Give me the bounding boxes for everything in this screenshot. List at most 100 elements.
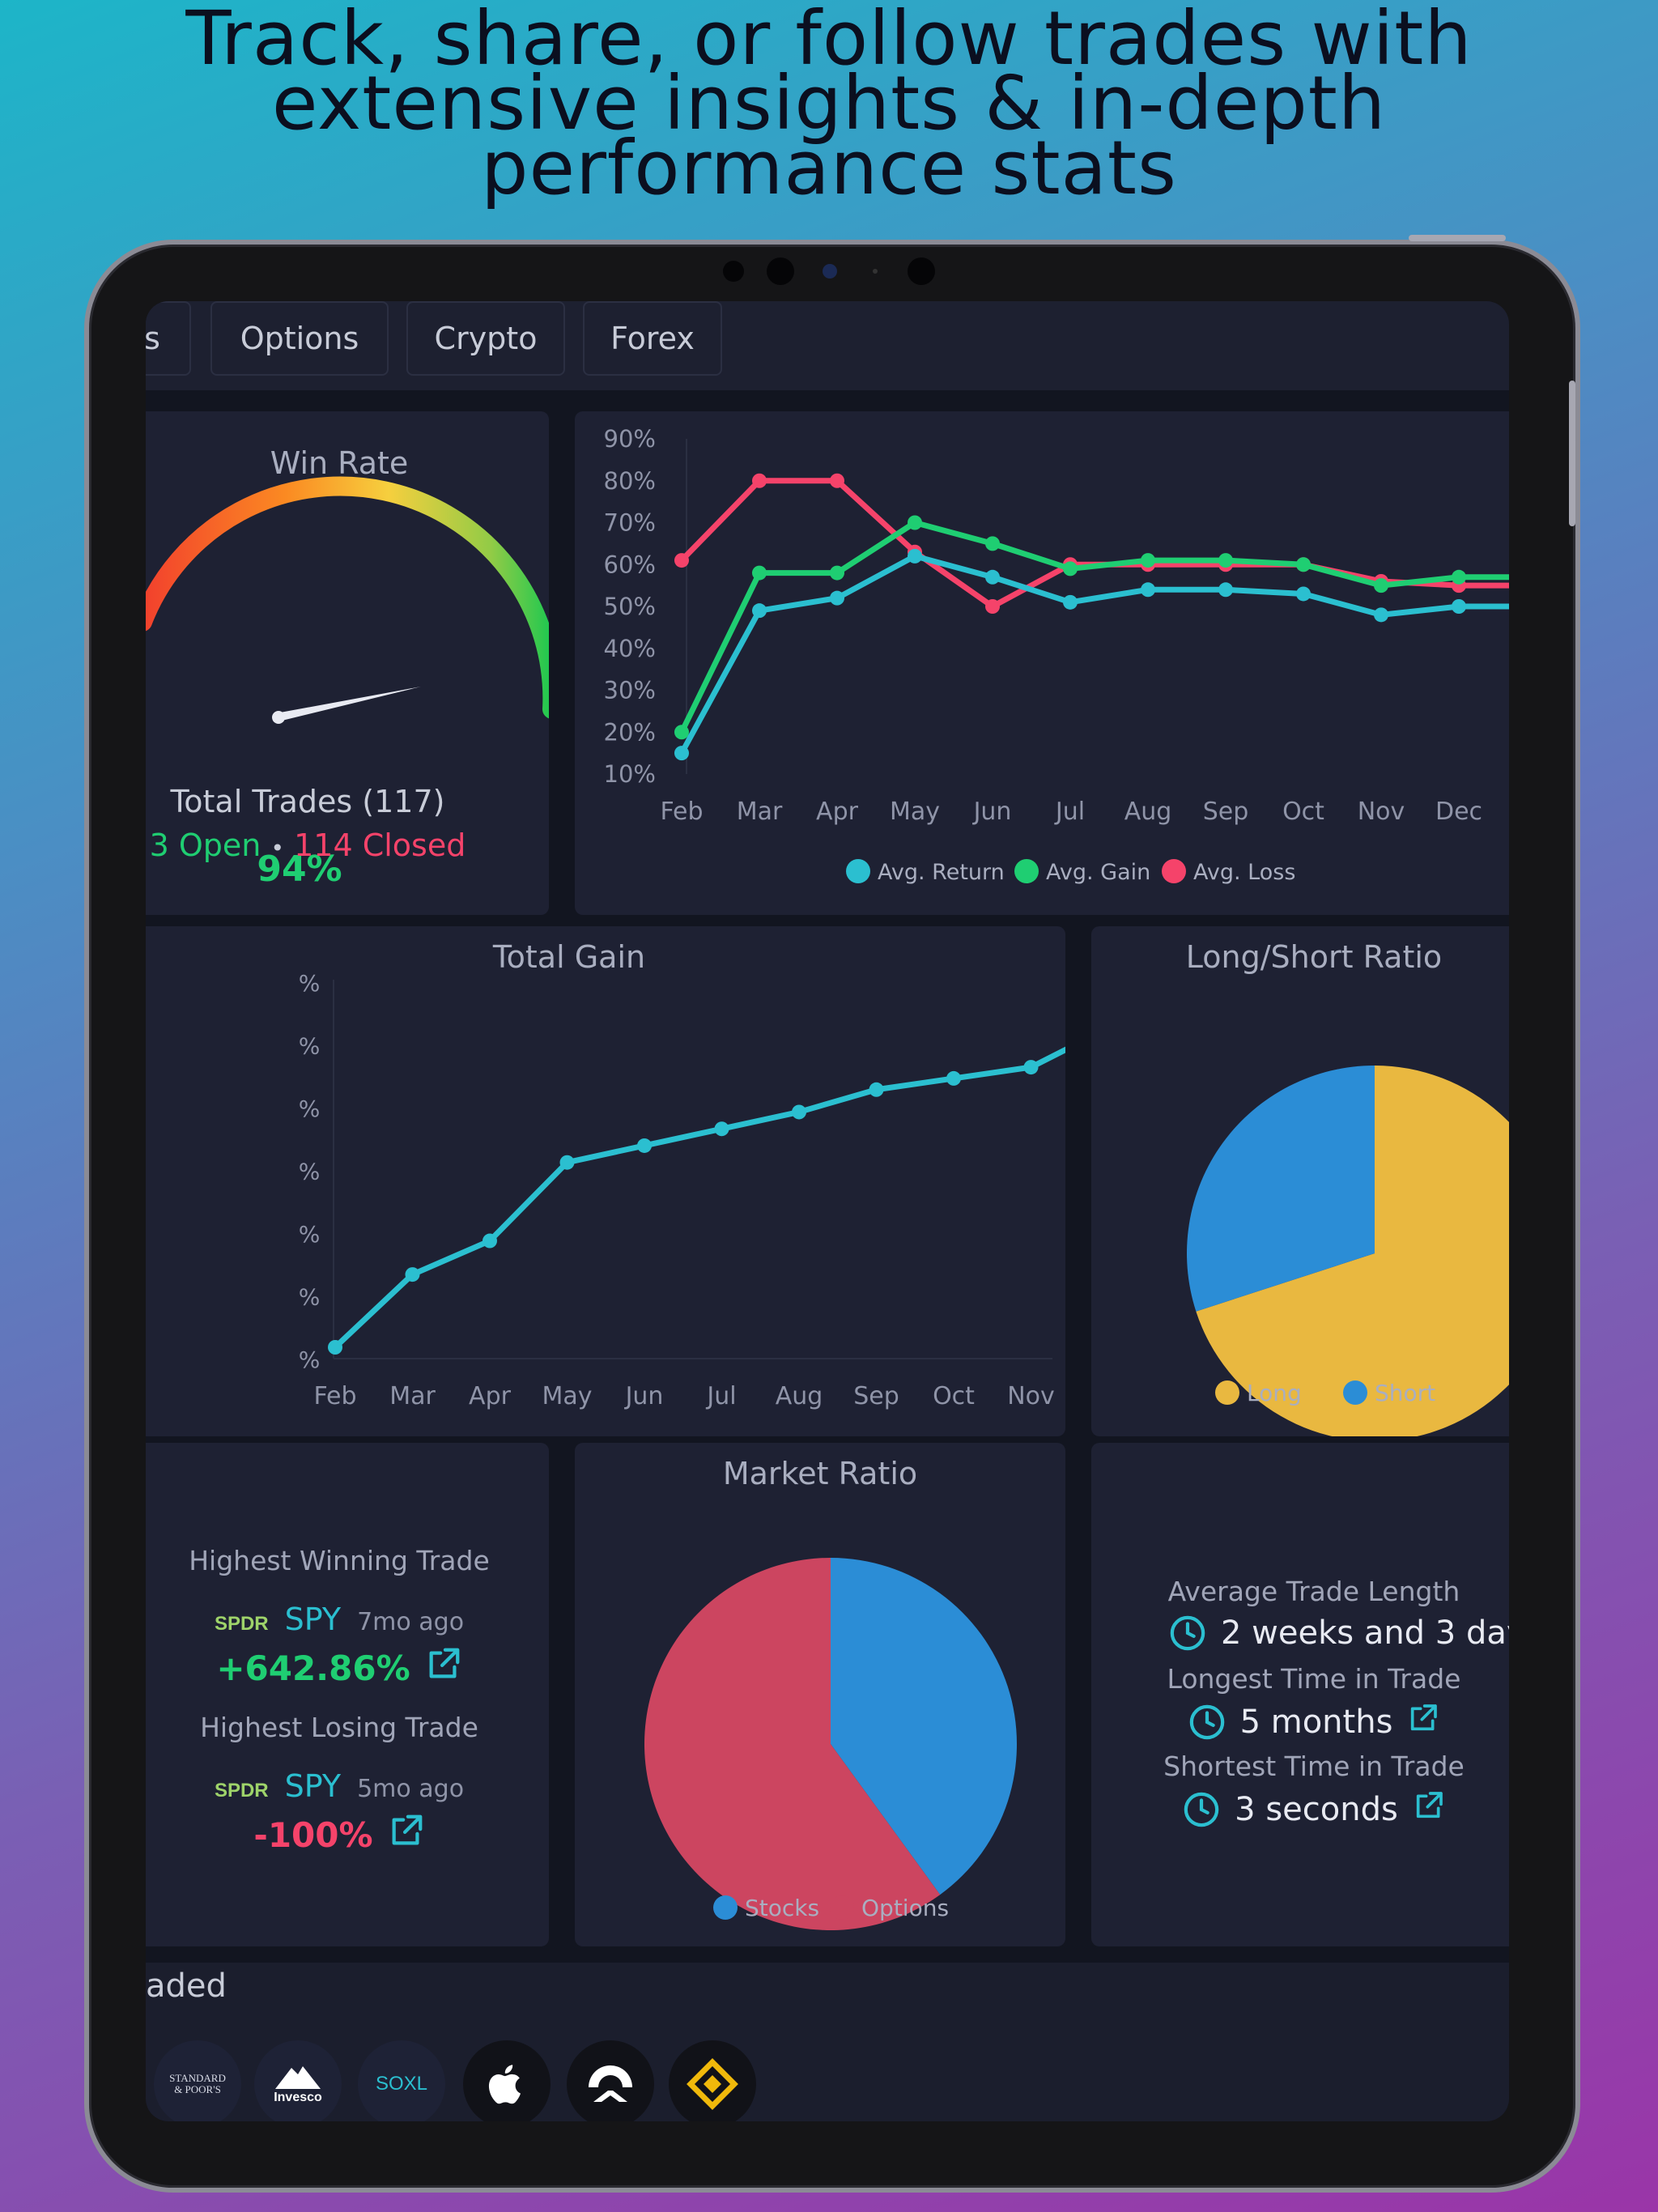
- market-ratio-card: Market Ratio Stocks Options: [575, 1443, 1065, 1946]
- data-point: [869, 1082, 884, 1097]
- spdr-logo: SPDR: [214, 1780, 269, 1802]
- x-tick-label: Jul: [705, 1382, 736, 1410]
- data-point: [1452, 599, 1466, 614]
- gauge-needle: [275, 687, 421, 722]
- legend-swatch: [1162, 859, 1186, 883]
- apple-icon[interactable]: [463, 2040, 551, 2121]
- x-tick-label: May: [890, 798, 940, 826]
- winning-ago: 7mo ago: [357, 1608, 465, 1636]
- y-tick-label: 70%: [604, 509, 656, 537]
- data-point: [908, 548, 922, 564]
- losing-percent-row: -100%: [146, 1812, 549, 1857]
- nio-icon[interactable]: [567, 2040, 654, 2121]
- avg-trade-length-value: 2 weeks and 3 days: [1221, 1614, 1509, 1652]
- data-point: [1218, 553, 1233, 568]
- long-short-pie: Long Short: [1187, 1066, 1509, 1436]
- x-tick-label: Apr: [469, 1382, 512, 1410]
- data-point: [1296, 586, 1311, 602]
- open-closed-row: 3 Open • 114 Closed: [146, 827, 486, 863]
- external-link-icon[interactable]: [388, 1812, 425, 1857]
- gauge-needle-hub: [272, 711, 285, 724]
- data-point: [830, 590, 844, 606]
- legend-label: Options: [861, 1895, 949, 1921]
- external-link-icon[interactable]: [1413, 1789, 1445, 1830]
- x-tick-label: Mar: [737, 798, 783, 826]
- legend-label: Stocks: [745, 1895, 819, 1921]
- x-tick-label: May: [542, 1382, 592, 1410]
- invesco-logo[interactable]: Invesco: [254, 2040, 342, 2121]
- data-point: [1296, 557, 1311, 572]
- longest-trade-value: 5 months: [1239, 1704, 1393, 1741]
- open-count: 3 Open: [149, 827, 261, 863]
- legend-swatch: [1215, 1380, 1239, 1405]
- app-screen: s Options Crypto Forex Win Rate 94% 90: [146, 301, 1509, 2121]
- x-tick-label: Jun: [624, 1382, 664, 1410]
- binance-icon[interactable]: [669, 2040, 756, 2121]
- data-point: [1063, 561, 1078, 576]
- data-point: [752, 603, 767, 619]
- soxl-logo[interactable]: SOXL: [358, 2040, 445, 2121]
- losing-percent: -100%: [253, 1814, 373, 1855]
- tab-stocks[interactable]: s: [146, 301, 191, 376]
- avg-performance-card: 90% 80% 70% 60% 50% 40% 30% 20% 10% Feb Mar Apr May J…: [575, 411, 1509, 915]
- y-tick-label: 30%: [604, 677, 656, 704]
- external-link-icon[interactable]: [1407, 1702, 1439, 1742]
- x-tick-label: Oct: [1282, 798, 1324, 826]
- data-point: [328, 1340, 342, 1355]
- legend-label: Avg. Return: [878, 860, 1005, 885]
- sp500-logo[interactable]: STANDARD & POOR'S: [154, 2040, 241, 2121]
- legend-label: Short: [1375, 1380, 1435, 1406]
- data-point: [946, 1070, 961, 1086]
- data-point: [752, 565, 767, 581]
- data-point: [637, 1138, 652, 1153]
- data-point: [1063, 594, 1078, 610]
- camera-icon: [823, 264, 837, 279]
- y-tick-label: 90%: [604, 425, 656, 453]
- data-point: [1141, 582, 1155, 598]
- camera-icon: [873, 269, 878, 274]
- y-tick-label: %: [299, 970, 321, 997]
- headline-line-2: extensive insights & in-depth: [271, 60, 1387, 147]
- market-tab-bar: s Options Crypto Forex: [146, 301, 1509, 390]
- y-tick-label: 50%: [604, 593, 656, 620]
- x-tick-label: Nov: [1358, 798, 1405, 826]
- pie-slice: [1196, 1066, 1509, 1436]
- data-point: [1374, 607, 1388, 623]
- x-tick-label: Mar: [389, 1382, 436, 1410]
- y-tick-label: 80%: [604, 467, 656, 495]
- data-point: [674, 725, 689, 740]
- gauge-arc: [146, 476, 549, 719]
- data-point: [830, 473, 844, 488]
- data-point: [752, 473, 767, 488]
- data-point: [1218, 582, 1233, 598]
- market-ratio-title: Market Ratio: [722, 1456, 918, 1491]
- data-point: [714, 1121, 729, 1137]
- y-tick-label: 10%: [604, 760, 656, 788]
- win-rate-title: Win Rate: [270, 445, 409, 481]
- tab-options[interactable]: Options: [210, 301, 389, 376]
- shortest-trade-value: 3 seconds: [1235, 1791, 1398, 1828]
- y-tick-label: 60%: [604, 551, 656, 578]
- series-line: [333, 1046, 1065, 1350]
- data-point: [674, 553, 689, 568]
- data-point: [483, 1233, 497, 1249]
- external-link-icon[interactable]: [425, 1645, 462, 1691]
- total-gain-card: Total Gain %%%%%%% Feb Mar Apr May Jun Jul Aug S…: [146, 926, 1065, 1436]
- winning-trade-row[interactable]: SPDR SPY 7mo ago: [146, 1602, 549, 1637]
- spdr-logo: SPDR: [214, 1613, 269, 1635]
- legend-swatch: [713, 1895, 738, 1920]
- clock-icon: [1170, 1615, 1205, 1651]
- data-point: [830, 565, 844, 581]
- win-rate-value: 94%: [257, 849, 342, 890]
- x-tick-label: Jul: [1054, 798, 1085, 826]
- data-point: [405, 1267, 420, 1283]
- losing-trade-row[interactable]: SPDR SPY 5mo ago: [146, 1768, 549, 1804]
- tab-crypto[interactable]: Crypto: [406, 301, 565, 376]
- legend-swatch: [1343, 1380, 1367, 1405]
- volume-button: [1569, 437, 1575, 526]
- total-trades-label: Total Trades (117): [170, 784, 445, 819]
- shortest-trade-row: 3 seconds: [1091, 1789, 1509, 1830]
- tab-forex[interactable]: Forex: [583, 301, 722, 376]
- y-tick-label: 20%: [604, 718, 656, 746]
- winning-percent-row: +642.86%: [146, 1645, 549, 1691]
